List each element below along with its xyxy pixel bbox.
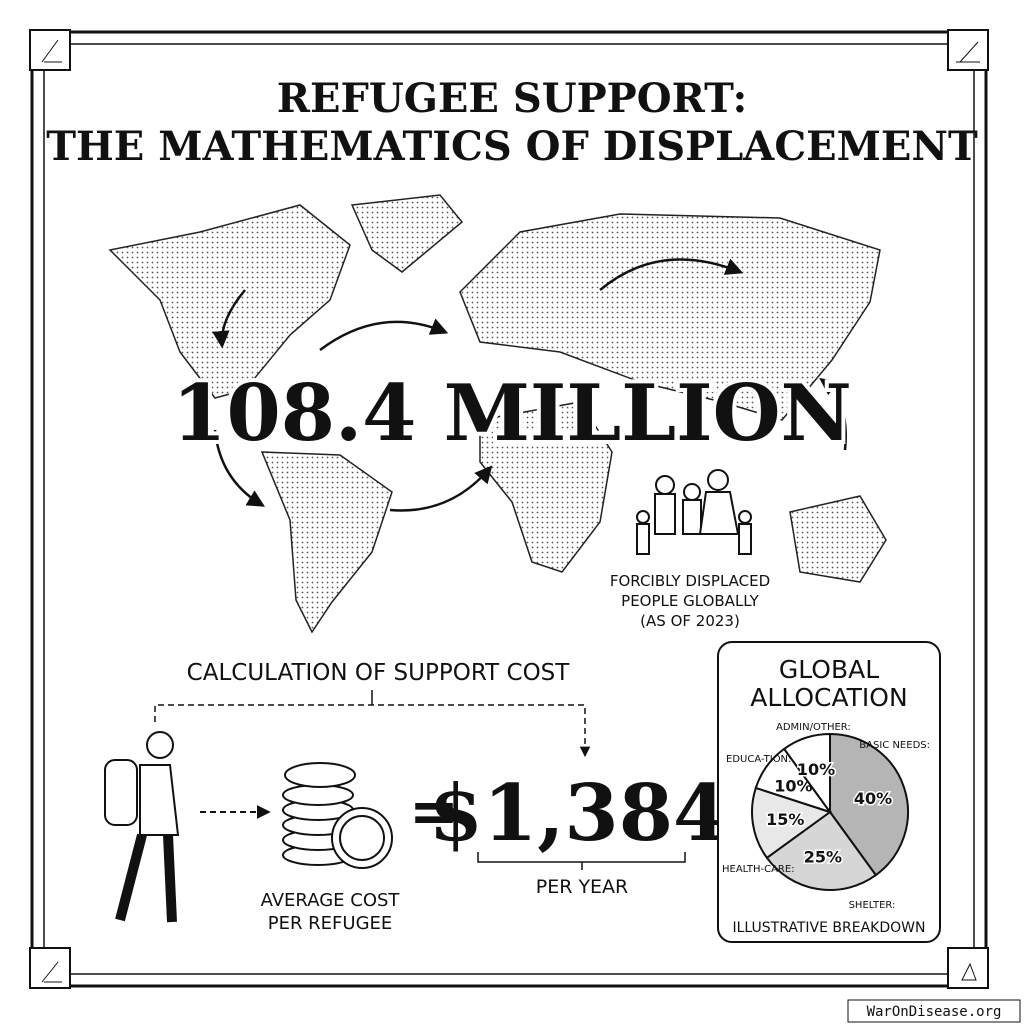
cost-label: PER REFUGEE [268,913,393,934]
map-caption: FORCIBLY DISPLACED [610,572,770,590]
pie-category-label: EDUCA-TION: [726,754,791,765]
equals: = [409,777,459,847]
family-icon [636,469,752,555]
calculation-title: CALCULATION OF SUPPORT COST [187,660,571,686]
walker-icon [104,731,180,923]
pie: 40% BASIC NEEDS: 25% SHELTER: 15% HEALTH-CARE… [722,722,930,911]
frame [29,29,989,989]
pie-title: GLOBAL [779,655,879,684]
pie-slice [782,732,831,816]
pie-value-label: 40% [854,789,892,808]
amount: $1,384 [429,768,728,859]
migration-arrows [212,258,847,512]
pie-category-label: BASIC NEEDS: [859,740,930,751]
title-line: THE MATHEMATICS OF DISPLACEMENT [46,123,978,170]
map-caption: PEOPLE GLOBALLY [621,592,760,610]
pie-category-label: HEALTH-CARE: [722,864,795,875]
pie-value-label: 25% [804,848,842,867]
pie-title: ALLOCATION [750,683,907,712]
pie-slice [829,732,909,877]
pie-category-label: SHELTER: [849,900,896,911]
footer-box [847,999,1021,1023]
coins-icon [282,762,393,869]
footer: WarOnDisease.org [867,1004,1002,1020]
pie-category-label: ADMIN/OTHER: [776,722,851,733]
pie-slice [765,810,878,891]
map-caption: (AS OF 2023) [640,612,740,630]
headline: 108.4 MILLION [172,368,852,459]
pie-value-label: 10% [774,776,812,795]
pie-value-label: 15% [766,810,804,829]
bracket [477,852,686,870]
cost-label: AVERAGE COST [261,890,401,911]
world-map [108,194,887,634]
pie-slice [751,786,833,860]
title-line: REFUGEE SUPPORT: [277,75,748,122]
bracket-arrow [154,704,591,758]
pie-value-label: 10% [797,760,835,779]
pie-subtitle: ILLUSTRATIVE BREAKDOWN [733,920,926,936]
period: PER YEAR [536,876,629,898]
